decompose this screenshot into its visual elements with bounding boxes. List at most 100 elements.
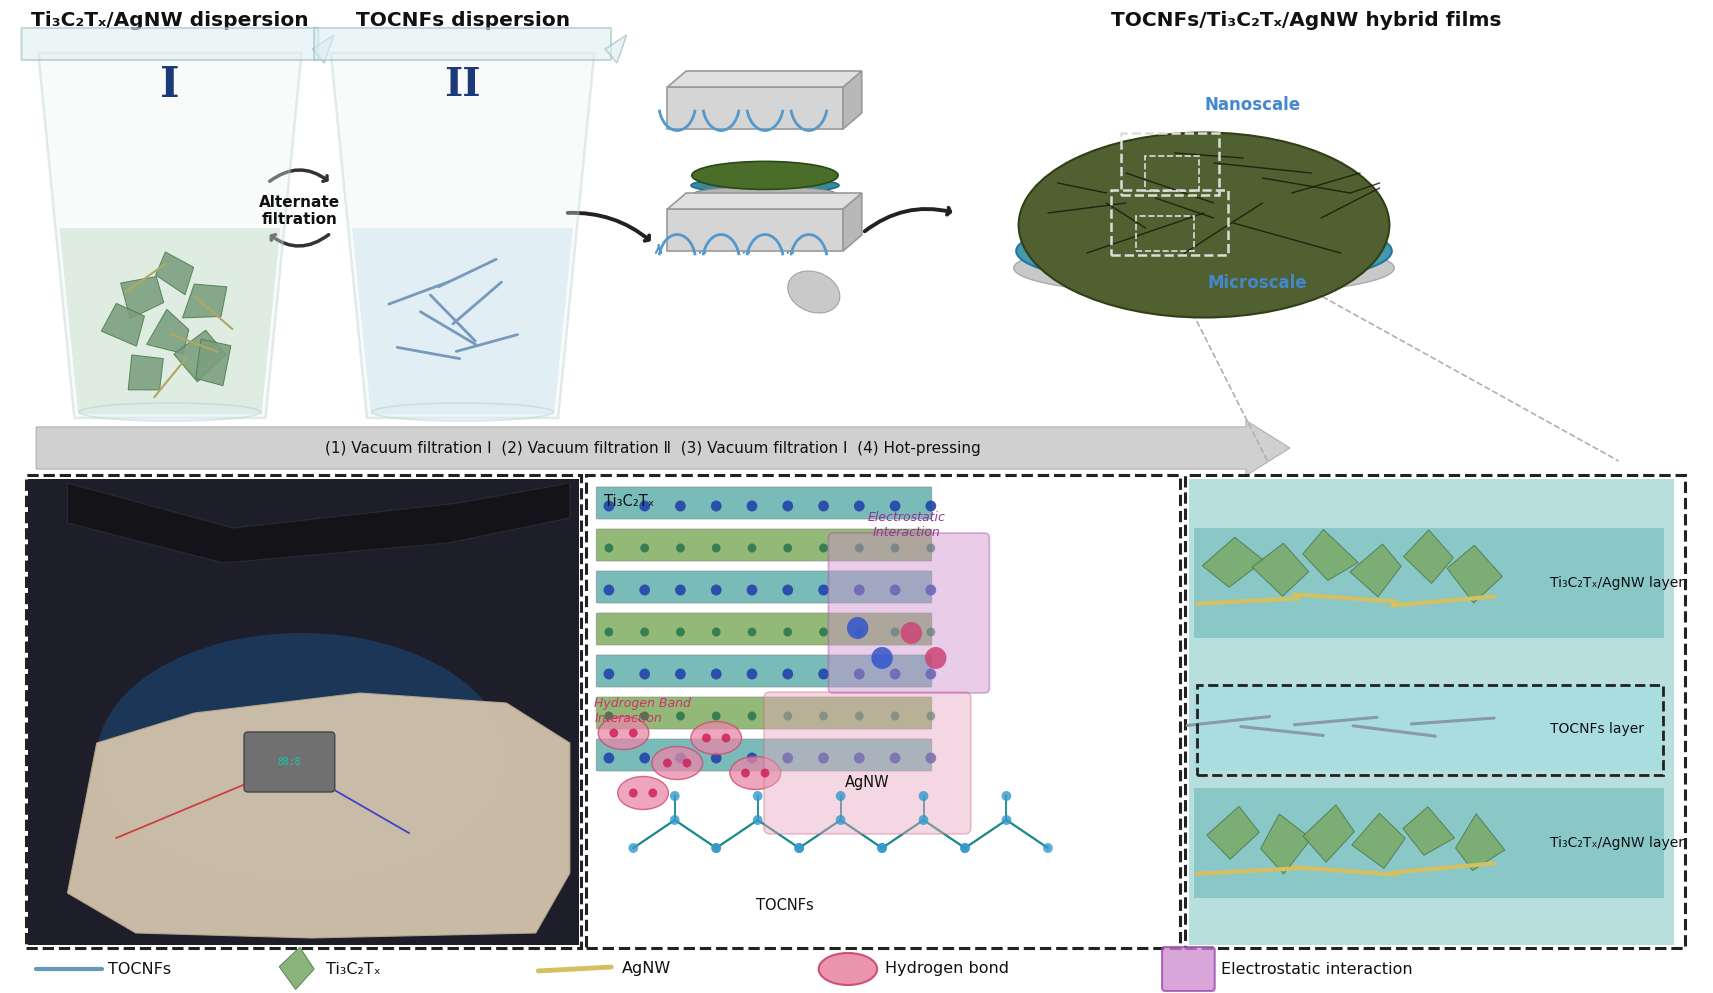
Ellipse shape: [713, 628, 721, 637]
Polygon shape: [128, 355, 163, 390]
Ellipse shape: [925, 500, 937, 511]
Ellipse shape: [795, 843, 803, 853]
Ellipse shape: [1043, 843, 1053, 853]
Ellipse shape: [694, 187, 836, 200]
Ellipse shape: [889, 500, 901, 511]
Ellipse shape: [721, 734, 730, 743]
Polygon shape: [353, 228, 574, 414]
FancyBboxPatch shape: [586, 475, 1180, 948]
Ellipse shape: [927, 628, 935, 637]
Polygon shape: [101, 303, 144, 347]
Polygon shape: [605, 35, 627, 63]
Ellipse shape: [742, 769, 750, 778]
FancyArrow shape: [36, 420, 1290, 476]
Ellipse shape: [663, 759, 671, 768]
Polygon shape: [60, 228, 281, 414]
Ellipse shape: [711, 753, 721, 764]
Ellipse shape: [901, 622, 922, 644]
FancyBboxPatch shape: [596, 571, 932, 603]
Polygon shape: [1252, 543, 1309, 596]
Polygon shape: [843, 71, 862, 129]
Polygon shape: [1447, 545, 1502, 603]
Ellipse shape: [605, 712, 613, 721]
Text: Alternate
filtration: Alternate filtration: [259, 195, 341, 227]
Text: Ti₃C₂Tₓ: Ti₃C₂Tₓ: [605, 494, 654, 508]
Ellipse shape: [889, 668, 901, 679]
Ellipse shape: [819, 628, 827, 637]
Polygon shape: [279, 947, 313, 989]
Ellipse shape: [959, 843, 970, 853]
Ellipse shape: [711, 668, 721, 679]
Ellipse shape: [783, 543, 791, 552]
Ellipse shape: [855, 712, 863, 721]
Ellipse shape: [891, 712, 899, 721]
Text: TOCNFs: TOCNFs: [755, 898, 814, 913]
FancyBboxPatch shape: [596, 487, 932, 519]
Ellipse shape: [889, 585, 901, 596]
Polygon shape: [668, 193, 862, 209]
Ellipse shape: [641, 543, 649, 552]
Text: Electrostatic interaction: Electrostatic interaction: [1221, 961, 1412, 976]
Ellipse shape: [855, 500, 865, 511]
Ellipse shape: [918, 791, 928, 801]
Polygon shape: [1456, 813, 1504, 871]
Ellipse shape: [783, 753, 793, 764]
Ellipse shape: [788, 271, 839, 313]
Ellipse shape: [675, 753, 685, 764]
Polygon shape: [1261, 814, 1310, 874]
Polygon shape: [1350, 544, 1401, 597]
Ellipse shape: [747, 500, 757, 511]
FancyBboxPatch shape: [26, 475, 581, 948]
Text: II: II: [444, 66, 481, 104]
Ellipse shape: [819, 543, 827, 552]
Ellipse shape: [747, 668, 757, 679]
Ellipse shape: [927, 712, 935, 721]
Ellipse shape: [629, 729, 637, 738]
Text: Ti₃C₂Tₓ/AgNW layer: Ti₃C₂Tₓ/AgNW layer: [1550, 576, 1684, 590]
Ellipse shape: [692, 162, 838, 190]
Ellipse shape: [795, 843, 803, 853]
Text: TOCNFs/Ti₃C₂Tₓ/AgNW hybrid films: TOCNFs/Ti₃C₂Tₓ/AgNW hybrid films: [1112, 11, 1502, 30]
Text: Microscale: Microscale: [1208, 274, 1307, 292]
Text: AgNW: AgNW: [845, 776, 889, 790]
Ellipse shape: [872, 647, 892, 669]
FancyBboxPatch shape: [1194, 788, 1665, 898]
Text: Hydrogen bond: Hydrogen bond: [886, 961, 1009, 976]
Polygon shape: [156, 252, 194, 295]
Ellipse shape: [846, 617, 868, 639]
Ellipse shape: [747, 712, 757, 721]
FancyBboxPatch shape: [29, 479, 579, 945]
Ellipse shape: [372, 403, 553, 421]
Ellipse shape: [819, 712, 827, 721]
Ellipse shape: [639, 585, 649, 596]
Text: TOCNFs dispersion: TOCNFs dispersion: [356, 11, 570, 30]
Ellipse shape: [752, 791, 762, 801]
Ellipse shape: [783, 712, 791, 721]
Polygon shape: [67, 483, 570, 563]
Polygon shape: [843, 193, 862, 251]
Ellipse shape: [855, 585, 865, 596]
Text: Ti₃C₂Tₓ: Ti₃C₂Tₓ: [325, 961, 380, 976]
Ellipse shape: [610, 729, 618, 738]
FancyBboxPatch shape: [1189, 479, 1674, 945]
Ellipse shape: [677, 712, 685, 721]
Ellipse shape: [605, 543, 613, 552]
Ellipse shape: [711, 843, 721, 853]
Ellipse shape: [855, 543, 863, 552]
Text: TOCNFs layer: TOCNFs layer: [1550, 722, 1644, 736]
Text: I: I: [159, 64, 180, 106]
Ellipse shape: [877, 843, 887, 853]
Polygon shape: [1206, 806, 1259, 859]
Ellipse shape: [855, 668, 865, 679]
FancyBboxPatch shape: [596, 739, 932, 771]
FancyBboxPatch shape: [22, 28, 319, 60]
Text: AgNW: AgNW: [622, 961, 671, 976]
Ellipse shape: [891, 543, 899, 552]
Ellipse shape: [639, 500, 649, 511]
Ellipse shape: [96, 633, 507, 883]
Ellipse shape: [925, 647, 947, 669]
Ellipse shape: [675, 668, 685, 679]
Ellipse shape: [819, 668, 829, 679]
Ellipse shape: [752, 815, 762, 825]
FancyBboxPatch shape: [1194, 528, 1665, 638]
